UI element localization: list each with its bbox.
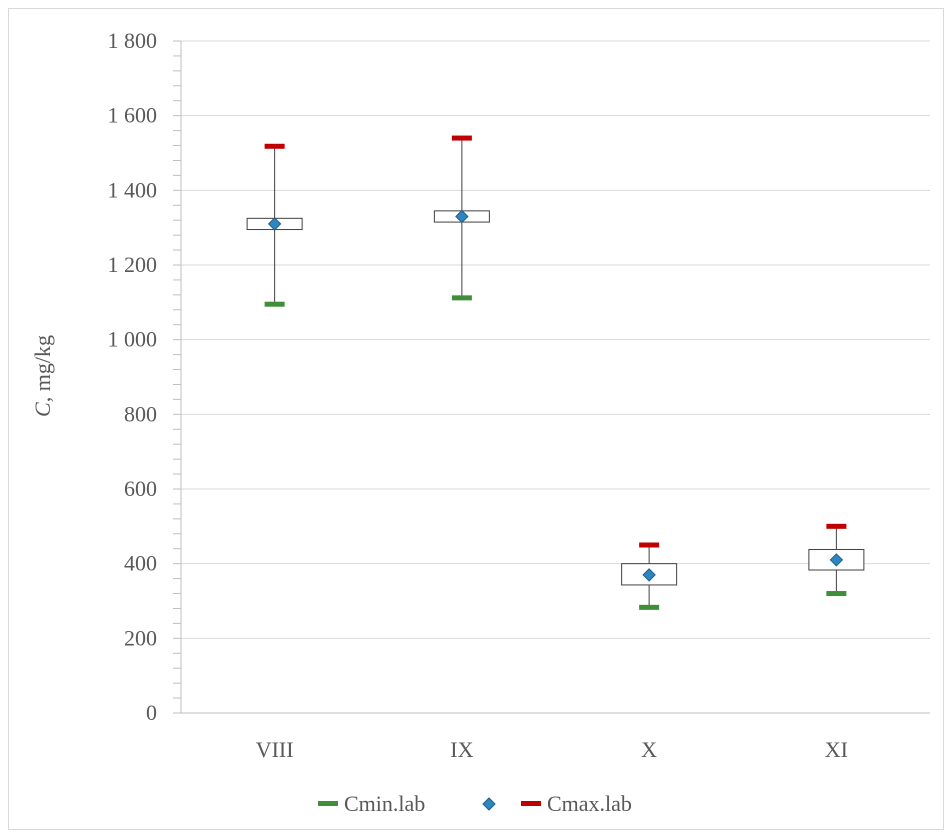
legend-cmin-label: Cmin.lab — [344, 791, 425, 816]
cmax-marker — [264, 143, 285, 149]
y-tick-label: 1 400 — [108, 177, 158, 202]
y-axis-title-italic: C — [30, 402, 55, 417]
mean-marker — [829, 553, 844, 567]
axes — [173, 40, 930, 714]
cmax-marker — [639, 542, 660, 548]
y-tick-label: 600 — [124, 476, 157, 501]
y-tick-label: 200 — [124, 625, 157, 650]
y-axis-title: C, mg/kg — [30, 335, 55, 417]
cmin-marker — [264, 301, 285, 307]
legend-cmin-swatch — [318, 801, 338, 806]
y-tick-label: 800 — [124, 401, 157, 426]
cmin-marker — [639, 604, 660, 610]
x-tick-label: VIII — [256, 737, 294, 762]
x-tick-labels: VIII IX X XI — [256, 737, 848, 762]
x-tick-label: X — [641, 737, 657, 762]
y-axis-title-rest: , mg/kg — [30, 335, 55, 402]
mean-marker — [642, 568, 656, 582]
gridlines — [181, 40, 930, 639]
cmin-marker — [826, 591, 847, 597]
x-tick-label: XI — [825, 737, 848, 762]
legend-cmax-swatch — [521, 801, 541, 806]
y-tick-label: 1 800 — [108, 28, 158, 53]
cmax-marker — [451, 135, 472, 141]
x-tick-label: IX — [450, 737, 473, 762]
cmin-marker — [451, 295, 472, 301]
chart-frame — [8, 8, 944, 830]
legend-cmax-label: Cmax.lab — [547, 791, 632, 816]
y-tick-label: 1 600 — [108, 103, 158, 128]
mean-marker — [455, 209, 469, 224]
y-tick-label: 1 200 — [108, 252, 158, 277]
y-tick-label: 400 — [124, 551, 157, 576]
legend-mean-swatch — [482, 797, 496, 811]
legend: Cmin.lab Cmax.lab — [318, 791, 632, 816]
y-tick-labels: 0 200 400 600 800 1 000 1 200 1 400 1 600 1 800 — [108, 28, 158, 725]
mean-marker — [267, 217, 282, 231]
boxes — [246, 135, 865, 610]
y-tick-label: 0 — [146, 700, 157, 725]
y-tick-label: 1 000 — [108, 327, 158, 352]
cmax-marker — [826, 523, 847, 529]
